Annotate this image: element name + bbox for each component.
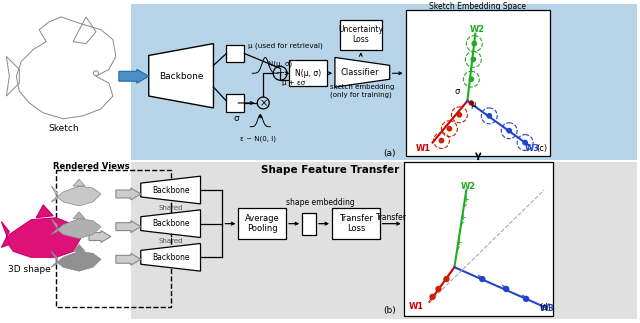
- Circle shape: [523, 141, 527, 145]
- Circle shape: [439, 138, 444, 143]
- Text: (d): (d): [539, 303, 551, 312]
- Circle shape: [430, 294, 435, 299]
- Text: N(μ, σ): N(μ, σ): [268, 60, 292, 67]
- Text: sketch embedding
(only for training): sketch embedding (only for training): [330, 84, 394, 98]
- Text: μ + εσ: μ + εσ: [282, 80, 305, 86]
- Text: Classifier: Classifier: [340, 68, 379, 77]
- Circle shape: [273, 66, 287, 80]
- Circle shape: [469, 101, 474, 105]
- Bar: [131, 162, 637, 319]
- Text: μ: μ: [470, 100, 476, 109]
- Circle shape: [487, 114, 492, 118]
- Text: W1: W1: [409, 302, 424, 311]
- Text: shape embedding: shape embedding: [285, 198, 355, 207]
- Text: Transfer
Loss: Transfer Loss: [339, 214, 372, 233]
- Bar: [406, 10, 550, 156]
- Text: σ: σ: [234, 114, 239, 123]
- Text: Backbone: Backbone: [152, 185, 189, 194]
- Polygon shape: [335, 57, 390, 87]
- Circle shape: [524, 297, 529, 301]
- Text: Backbone: Backbone: [152, 219, 189, 228]
- Polygon shape: [73, 245, 85, 251]
- Bar: [238, 208, 286, 239]
- Bar: [56, 170, 171, 307]
- Text: +: +: [462, 195, 469, 204]
- Text: Shared: Shared: [159, 205, 183, 211]
- Circle shape: [480, 276, 484, 282]
- Circle shape: [471, 57, 476, 62]
- Bar: [404, 162, 553, 316]
- Circle shape: [457, 113, 461, 117]
- Polygon shape: [119, 69, 148, 83]
- Text: Rendered Views: Rendered Views: [52, 162, 129, 171]
- Text: +: +: [275, 68, 285, 78]
- Text: Shared: Shared: [159, 238, 183, 245]
- Text: (c): (c): [536, 144, 548, 153]
- Bar: [289, 60, 327, 86]
- Text: Backbone: Backbone: [152, 253, 189, 262]
- Text: σ: σ: [455, 87, 460, 96]
- Text: W2: W2: [461, 182, 476, 191]
- Bar: [227, 45, 244, 62]
- Text: Uncertainty
Loss: Uncertainty Loss: [339, 25, 383, 44]
- Circle shape: [504, 287, 509, 291]
- Text: μ (used for retrieval): μ (used for retrieval): [248, 42, 323, 49]
- Bar: [227, 94, 244, 112]
- Polygon shape: [116, 221, 141, 233]
- Circle shape: [257, 97, 269, 109]
- Text: (b): (b): [383, 306, 396, 315]
- Text: ×: ×: [259, 98, 268, 108]
- Text: Shape Feature Transfer: Shape Feature Transfer: [261, 165, 399, 175]
- Text: (a): (a): [383, 149, 396, 158]
- Text: +: +: [459, 213, 466, 222]
- Bar: [131, 4, 637, 160]
- Polygon shape: [57, 219, 101, 238]
- Polygon shape: [89, 231, 111, 243]
- Text: W1: W1: [416, 144, 431, 153]
- Polygon shape: [141, 176, 200, 204]
- Polygon shape: [6, 218, 81, 257]
- Polygon shape: [51, 219, 57, 234]
- Text: N(μ, σ): N(μ, σ): [295, 69, 321, 78]
- Polygon shape: [73, 212, 85, 219]
- Polygon shape: [36, 205, 53, 218]
- Circle shape: [447, 127, 452, 131]
- Text: +: +: [455, 238, 462, 247]
- Polygon shape: [57, 186, 101, 206]
- Polygon shape: [141, 210, 200, 237]
- Text: Average
Pooling: Average Pooling: [245, 214, 280, 233]
- Text: Transfer: Transfer: [376, 213, 407, 222]
- Polygon shape: [57, 251, 101, 271]
- Polygon shape: [51, 186, 57, 202]
- Polygon shape: [116, 253, 141, 265]
- Circle shape: [469, 77, 474, 81]
- Bar: [302, 213, 316, 234]
- Circle shape: [436, 287, 441, 291]
- Text: W3: W3: [525, 144, 540, 153]
- Text: W2: W2: [470, 25, 485, 34]
- Text: Sketch Embedding Space: Sketch Embedding Space: [429, 3, 526, 12]
- Polygon shape: [148, 44, 214, 108]
- Bar: [340, 20, 381, 49]
- Polygon shape: [73, 179, 85, 186]
- Text: Sketch: Sketch: [49, 124, 79, 133]
- Text: 3D shape: 3D shape: [8, 265, 51, 274]
- Text: Backbone: Backbone: [159, 72, 204, 81]
- Circle shape: [444, 276, 449, 282]
- Polygon shape: [1, 222, 10, 247]
- Polygon shape: [141, 244, 200, 271]
- Text: W3: W3: [540, 304, 554, 313]
- Text: ε ~ N(0, I): ε ~ N(0, I): [240, 135, 276, 142]
- Polygon shape: [51, 251, 57, 267]
- Circle shape: [507, 129, 511, 133]
- Circle shape: [472, 41, 477, 46]
- Polygon shape: [116, 188, 141, 200]
- Bar: [332, 208, 380, 239]
